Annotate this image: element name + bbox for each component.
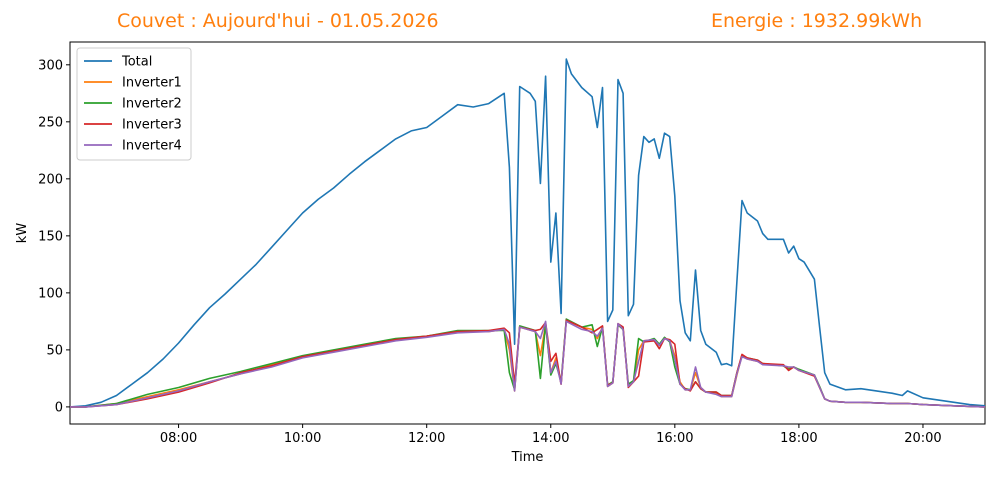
y-tick-label: 50: [46, 343, 63, 358]
y-tick-label: 150: [38, 229, 63, 244]
chart-title-energy: Energie : 1932.99kWh: [711, 10, 923, 32]
y-tick-label: 300: [38, 58, 63, 73]
chart-title-location: Couvet : Aujourd'hui - 01.05.2026: [117, 10, 439, 32]
series-line-inverter4: [70, 320, 986, 408]
legend-label-inverter3: Inverter3: [122, 118, 182, 133]
y-tick-label: 0: [55, 400, 63, 415]
series-line-inverter1: [70, 319, 986, 408]
x-tick-label: 16:00: [656, 431, 693, 446]
y-tick-label: 100: [38, 286, 63, 301]
series-line-total: [69, 58, 986, 408]
y-tick-label: 200: [38, 172, 63, 187]
legend-label-total: Total: [121, 55, 152, 70]
x-tick-label: 20:00: [904, 431, 941, 446]
x-tick-label: 12:00: [408, 431, 445, 446]
plot-frame: [69, 41, 986, 425]
x-axis-label: Time: [511, 450, 544, 465]
legend-box: [76, 47, 192, 161]
x-tick-label: 18:00: [780, 431, 817, 446]
x-tick-label: 08:00: [160, 431, 197, 446]
legend-label-inverter4: Inverter4: [122, 139, 182, 154]
series-line-inverter2: [70, 318, 986, 408]
x-tick-label: 10:00: [284, 431, 321, 446]
series-line-inverter3: [70, 319, 986, 408]
legend-label-inverter1: Inverter1: [122, 76, 182, 91]
legend-label-inverter2: Inverter2: [122, 97, 182, 112]
x-tick-label: 14:00: [532, 431, 569, 446]
y-axis-label: kW: [15, 223, 30, 244]
y-tick-label: 250: [38, 115, 63, 130]
